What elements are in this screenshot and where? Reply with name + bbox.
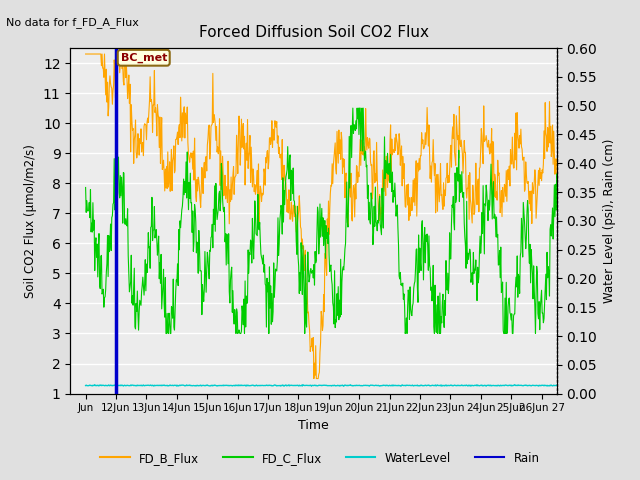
Y-axis label: Soil CO2 Flux (μmol/m2/s): Soil CO2 Flux (μmol/m2/s) [24,144,37,298]
Text: No data for f_FD_A_Flux: No data for f_FD_A_Flux [6,17,140,28]
Text: BC_met: BC_met [120,53,167,63]
Legend: FD_B_Flux, FD_C_Flux, WaterLevel, Rain: FD_B_Flux, FD_C_Flux, WaterLevel, Rain [95,447,545,469]
X-axis label: Time: Time [298,419,329,432]
Title: Forced Diffusion Soil CO2 Flux: Forced Diffusion Soil CO2 Flux [198,25,429,40]
Y-axis label: Water Level (psi), Rain (cm): Water Level (psi), Rain (cm) [603,139,616,303]
